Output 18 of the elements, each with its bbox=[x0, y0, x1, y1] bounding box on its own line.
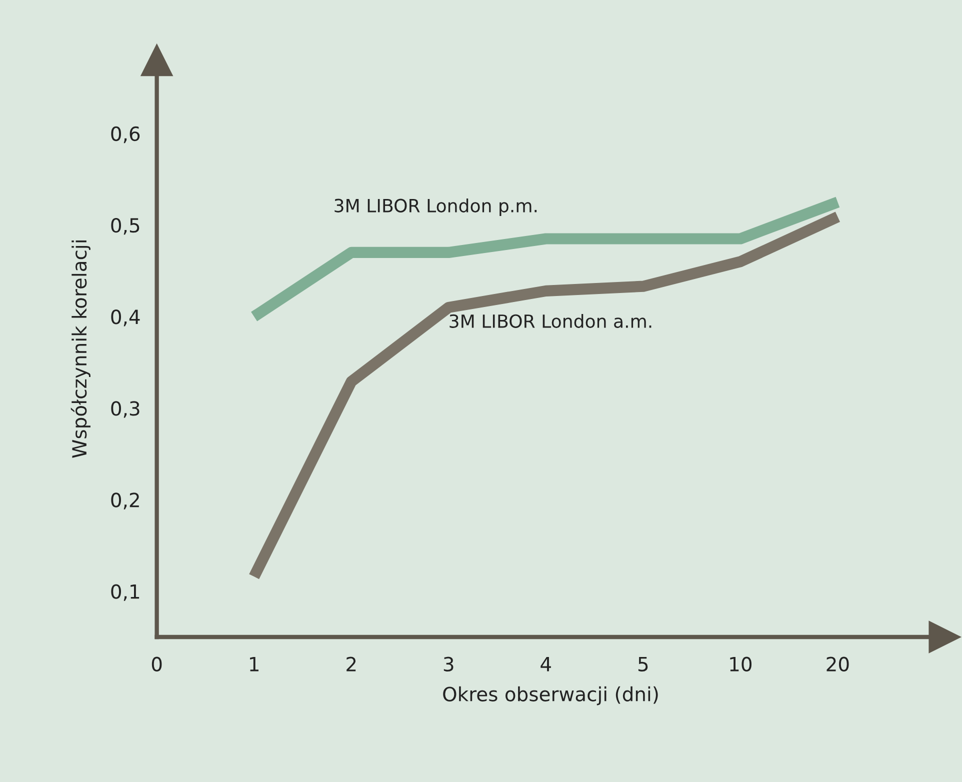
x-axis-title: Okres obserwacji (dni) bbox=[443, 686, 658, 706]
x-tick-label: 5 bbox=[638, 657, 648, 672]
x-tick-label: 2 bbox=[346, 656, 356, 672]
y-axis-title: Współczynnik korelacji bbox=[70, 240, 90, 458]
series-label: 3M LIBOR London p.m. bbox=[334, 198, 537, 216]
x-tick-label: 20 bbox=[826, 656, 849, 672]
y-tick-label: 0,5 bbox=[111, 218, 140, 235]
x-tick-label: 0 bbox=[152, 656, 162, 672]
series-label: 3M LIBOR London a.m. bbox=[450, 314, 652, 328]
y-tick-label: 0,2 bbox=[111, 492, 139, 510]
y-tick-label: 0,4 bbox=[111, 310, 140, 326]
y-tick-label: 0,6 bbox=[111, 126, 140, 144]
y-tick-label: 0,3 bbox=[111, 401, 140, 418]
x-tick-label: 10 bbox=[730, 656, 752, 672]
x-tick-label: 3 bbox=[444, 656, 454, 672]
x-tick-label: 4 bbox=[540, 657, 551, 672]
y-tick-label: 0,1 bbox=[111, 584, 140, 601]
x-tick-label: 1 bbox=[250, 657, 258, 672]
